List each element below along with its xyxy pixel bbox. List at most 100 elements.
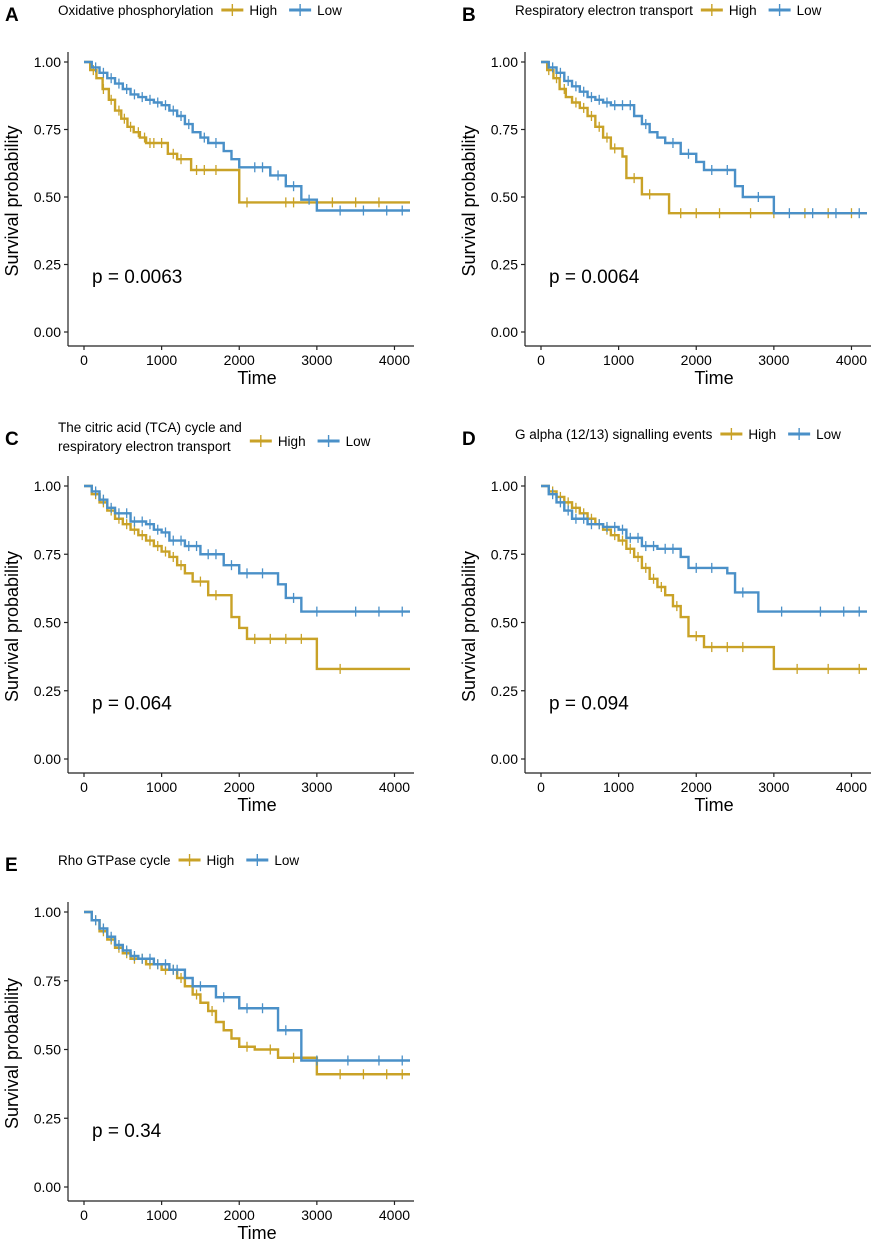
x-axis-title: Time xyxy=(237,795,276,815)
x-axis-title: Time xyxy=(694,368,733,388)
y-tick-label: 0.25 xyxy=(491,257,518,273)
p-value: p = 0.0063 xyxy=(92,267,182,288)
p-value: p = 0.064 xyxy=(92,693,172,714)
legend-label-low: Low xyxy=(346,434,371,449)
y-tick-label: 0.75 xyxy=(34,973,61,989)
legend-label-low: Low xyxy=(797,3,822,18)
series-line-low xyxy=(541,60,867,215)
y-axis-title: Survival probability xyxy=(2,125,22,276)
p-value: p = 0.094 xyxy=(549,693,629,714)
y-tick-label: 0.25 xyxy=(34,1110,61,1126)
x-tick-label: 2000 xyxy=(681,352,712,368)
legend-keys: High Low xyxy=(221,3,342,18)
series-line-high xyxy=(84,60,410,204)
panel-label: C xyxy=(5,429,19,450)
y-tick-label: 0.25 xyxy=(491,683,518,699)
y-tick-label: 1.00 xyxy=(491,478,518,494)
y-tick-label: 0.00 xyxy=(491,751,518,767)
series-line-low xyxy=(84,60,410,212)
y-tick-label: 0.00 xyxy=(491,324,518,340)
x-tick-label: 2000 xyxy=(681,779,712,795)
x-axis-title: Time xyxy=(694,795,733,815)
legend-title: respiratory electron transport xyxy=(58,439,231,454)
y-tick-label: 0.50 xyxy=(491,189,518,205)
panel-E: E Rho GTPase cycle High Low 0.00 0.25 0.50 0.75… xyxy=(2,853,414,1242)
x-tick-label: 1000 xyxy=(603,779,634,795)
y-tick-label: 0.75 xyxy=(34,546,61,562)
panel-label: D xyxy=(462,429,476,450)
y-tick-label: 0.50 xyxy=(491,615,518,631)
y-tick-label: 1.00 xyxy=(34,54,61,70)
y-tick-label: 0.75 xyxy=(491,546,518,562)
y-axis-title: Survival probability xyxy=(459,551,479,702)
x-tick-label: 1000 xyxy=(146,1207,177,1223)
legend-label-low: Low xyxy=(274,853,299,868)
y-axis-title: Survival probability xyxy=(2,978,22,1129)
y-tick-label: 1.00 xyxy=(491,54,518,70)
x-tick-label: 0 xyxy=(80,352,88,368)
x-tick-label: 4000 xyxy=(379,779,410,795)
legend-label-low: Low xyxy=(816,427,841,442)
panel-C: C The citric acid (TCA) cycle and respirat… xyxy=(2,420,414,815)
x-tick-label: 0 xyxy=(537,352,545,368)
x-tick-label: 3000 xyxy=(301,779,332,795)
x-tick-label: 2000 xyxy=(224,779,255,795)
x-tick-label: 2000 xyxy=(224,352,255,368)
x-tick-label: 0 xyxy=(80,1207,88,1223)
panel-label: B xyxy=(462,5,476,26)
legend-title: Respiratory electron transport xyxy=(515,3,693,18)
y-tick-label: 0.00 xyxy=(34,1179,61,1195)
x-tick-label: 4000 xyxy=(836,779,867,795)
y-tick-label: 0.50 xyxy=(34,189,61,205)
x-tick-label: 3000 xyxy=(758,352,789,368)
y-axis-title: Survival probability xyxy=(2,551,22,702)
legend-title: G alpha (12/13) signalling events xyxy=(515,427,713,442)
x-axis-title: Time xyxy=(237,1223,276,1242)
series-line-high xyxy=(541,484,867,671)
series-line-low xyxy=(541,484,867,613)
legend-label-low: Low xyxy=(317,3,342,18)
series-line-high xyxy=(541,60,867,215)
legend-title: Oxidative phosphorylation xyxy=(58,3,213,18)
x-axis-title: Time xyxy=(237,368,276,388)
panel-label: E xyxy=(5,855,18,876)
y-tick-label: 0.00 xyxy=(34,324,61,340)
x-tick-label: 0 xyxy=(80,779,88,795)
legend-title: The citric acid (TCA) cycle and xyxy=(58,420,242,435)
legend-keys: High Low xyxy=(720,427,841,442)
p-value: p = 0.0064 xyxy=(549,267,640,288)
legend-label-high: High xyxy=(748,427,776,442)
panel-label: A xyxy=(5,5,19,26)
legend-label-high: High xyxy=(207,853,235,868)
y-tick-label: 0.50 xyxy=(34,1042,61,1058)
panel-A: A Oxidative phosphorylation High Low 0.00 0.2… xyxy=(2,3,414,388)
y-tick-label: 1.00 xyxy=(34,904,61,920)
y-tick-label: 0.75 xyxy=(491,122,518,138)
panel-B: B Respiratory electron transport High Low 0.… xyxy=(459,3,871,388)
legend-label-high: High xyxy=(278,434,306,449)
legend-keys: High Low xyxy=(249,434,371,449)
legend-label-high: High xyxy=(249,3,277,18)
legend-title: Rho GTPase cycle xyxy=(58,853,171,868)
legend-keys: High Low xyxy=(700,3,822,18)
p-value: p = 0.34 xyxy=(92,1121,162,1142)
y-axis-title: Survival probability xyxy=(459,125,479,276)
y-tick-label: 0.00 xyxy=(34,751,61,767)
panel-D: D G alpha (12/13) signalling events High Lo… xyxy=(459,427,871,815)
x-tick-label: 4000 xyxy=(379,352,410,368)
y-tick-label: 0.75 xyxy=(34,122,61,138)
x-tick-label: 4000 xyxy=(836,352,867,368)
legend-keys: High Low xyxy=(178,853,299,868)
x-tick-label: 1000 xyxy=(146,779,177,795)
y-tick-label: 1.00 xyxy=(34,478,61,494)
x-tick-label: 3000 xyxy=(301,1207,332,1223)
series-line-low xyxy=(84,484,410,613)
x-tick-label: 3000 xyxy=(301,352,332,368)
y-tick-label: 0.25 xyxy=(34,257,61,273)
x-tick-label: 2000 xyxy=(224,1207,255,1223)
y-tick-label: 0.50 xyxy=(34,615,61,631)
y-tick-label: 0.25 xyxy=(34,683,61,699)
x-tick-label: 1000 xyxy=(146,352,177,368)
x-tick-label: 1000 xyxy=(603,352,634,368)
